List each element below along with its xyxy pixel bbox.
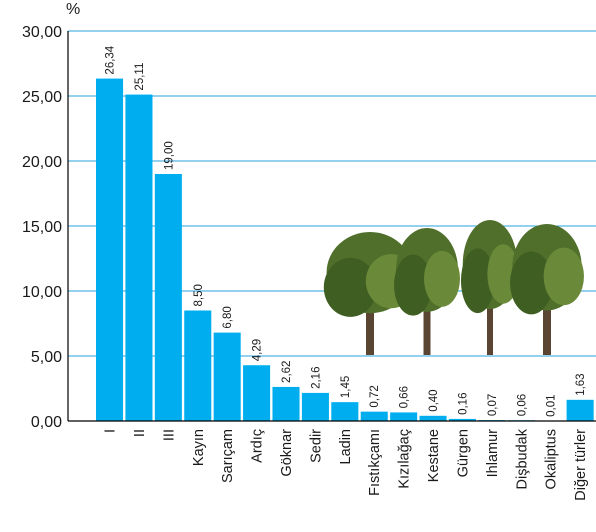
value-label: 26,34 [105,45,117,74]
y-axis-ticks: 0,00 5,00 10,00 15,00 20,00 25,00 30,00 [22,24,62,431]
y-axis-unit-label: % [66,1,80,18]
tree-canopy [544,248,584,306]
bar [567,400,594,421]
tree-canopy [424,251,460,307]
value-label: 0,06 [516,394,528,416]
value-label: 8,50 [193,284,205,306]
bar [214,333,241,421]
y-tick-label: 20,00 [22,154,62,171]
category-label: Gürgen [455,429,471,477]
category-label: Sarıçam [220,429,236,483]
tree-icon [510,224,584,355]
y-tick-label: 0,00 [31,414,62,431]
bar [390,412,417,421]
category-label: I [103,429,119,433]
value-label: 0,40 [428,389,440,411]
category-label: Ihlamur [485,429,501,478]
y-tick-label: 5,00 [31,349,62,366]
value-label: 1,63 [575,373,587,395]
bar [331,402,358,421]
value-label: 2,16 [310,367,322,389]
y-tick-label: 30,00 [22,24,62,41]
y-tick-label: 15,00 [22,219,62,236]
value-label: 4,29 [252,339,264,361]
tree-photos-illustration [324,220,584,355]
value-label: 1,45 [340,376,352,398]
tree-icon [394,228,460,355]
y-tick-label: 25,00 [22,89,62,106]
bar [96,79,123,421]
value-label: 19,00 [163,141,175,170]
bar [302,393,329,421]
category-label: II [132,429,148,437]
category-label: Okaliptus [544,429,560,489]
value-label: 0,66 [399,386,411,408]
value-label: 0,72 [369,385,381,407]
category-label: Kızılağaç [397,429,413,489]
category-label: Göknar [279,429,295,477]
bar [361,412,388,421]
category-label: Dişbudak [514,428,530,489]
bar [420,416,447,421]
category-label: Sedir [308,429,324,463]
bar [243,365,270,421]
category-label: Fıstıkçamı [367,429,383,496]
category-label: Kestane [426,429,442,482]
value-label: 0,01 [546,394,558,416]
bar [125,95,152,421]
bar [155,174,182,421]
bar [272,387,299,421]
value-label: 25,11 [134,63,146,91]
value-label: 2,62 [281,361,293,383]
category-label: Diğer türler [573,429,589,501]
value-label: 6,80 [222,306,234,328]
y-tick-label: 10,00 [22,284,62,301]
category-label: III [161,429,177,441]
value-label: 0,16 [457,393,469,415]
bar [184,311,211,422]
category-label: Kayın [191,429,207,466]
value-label: 0,07 [487,394,499,416]
category-labels: I II III Kayın Sarıçam Ardıç Göknar Sedir Ladin F… [103,428,590,500]
category-label: Ladin [338,429,354,464]
category-label: Ardıç [250,429,266,463]
